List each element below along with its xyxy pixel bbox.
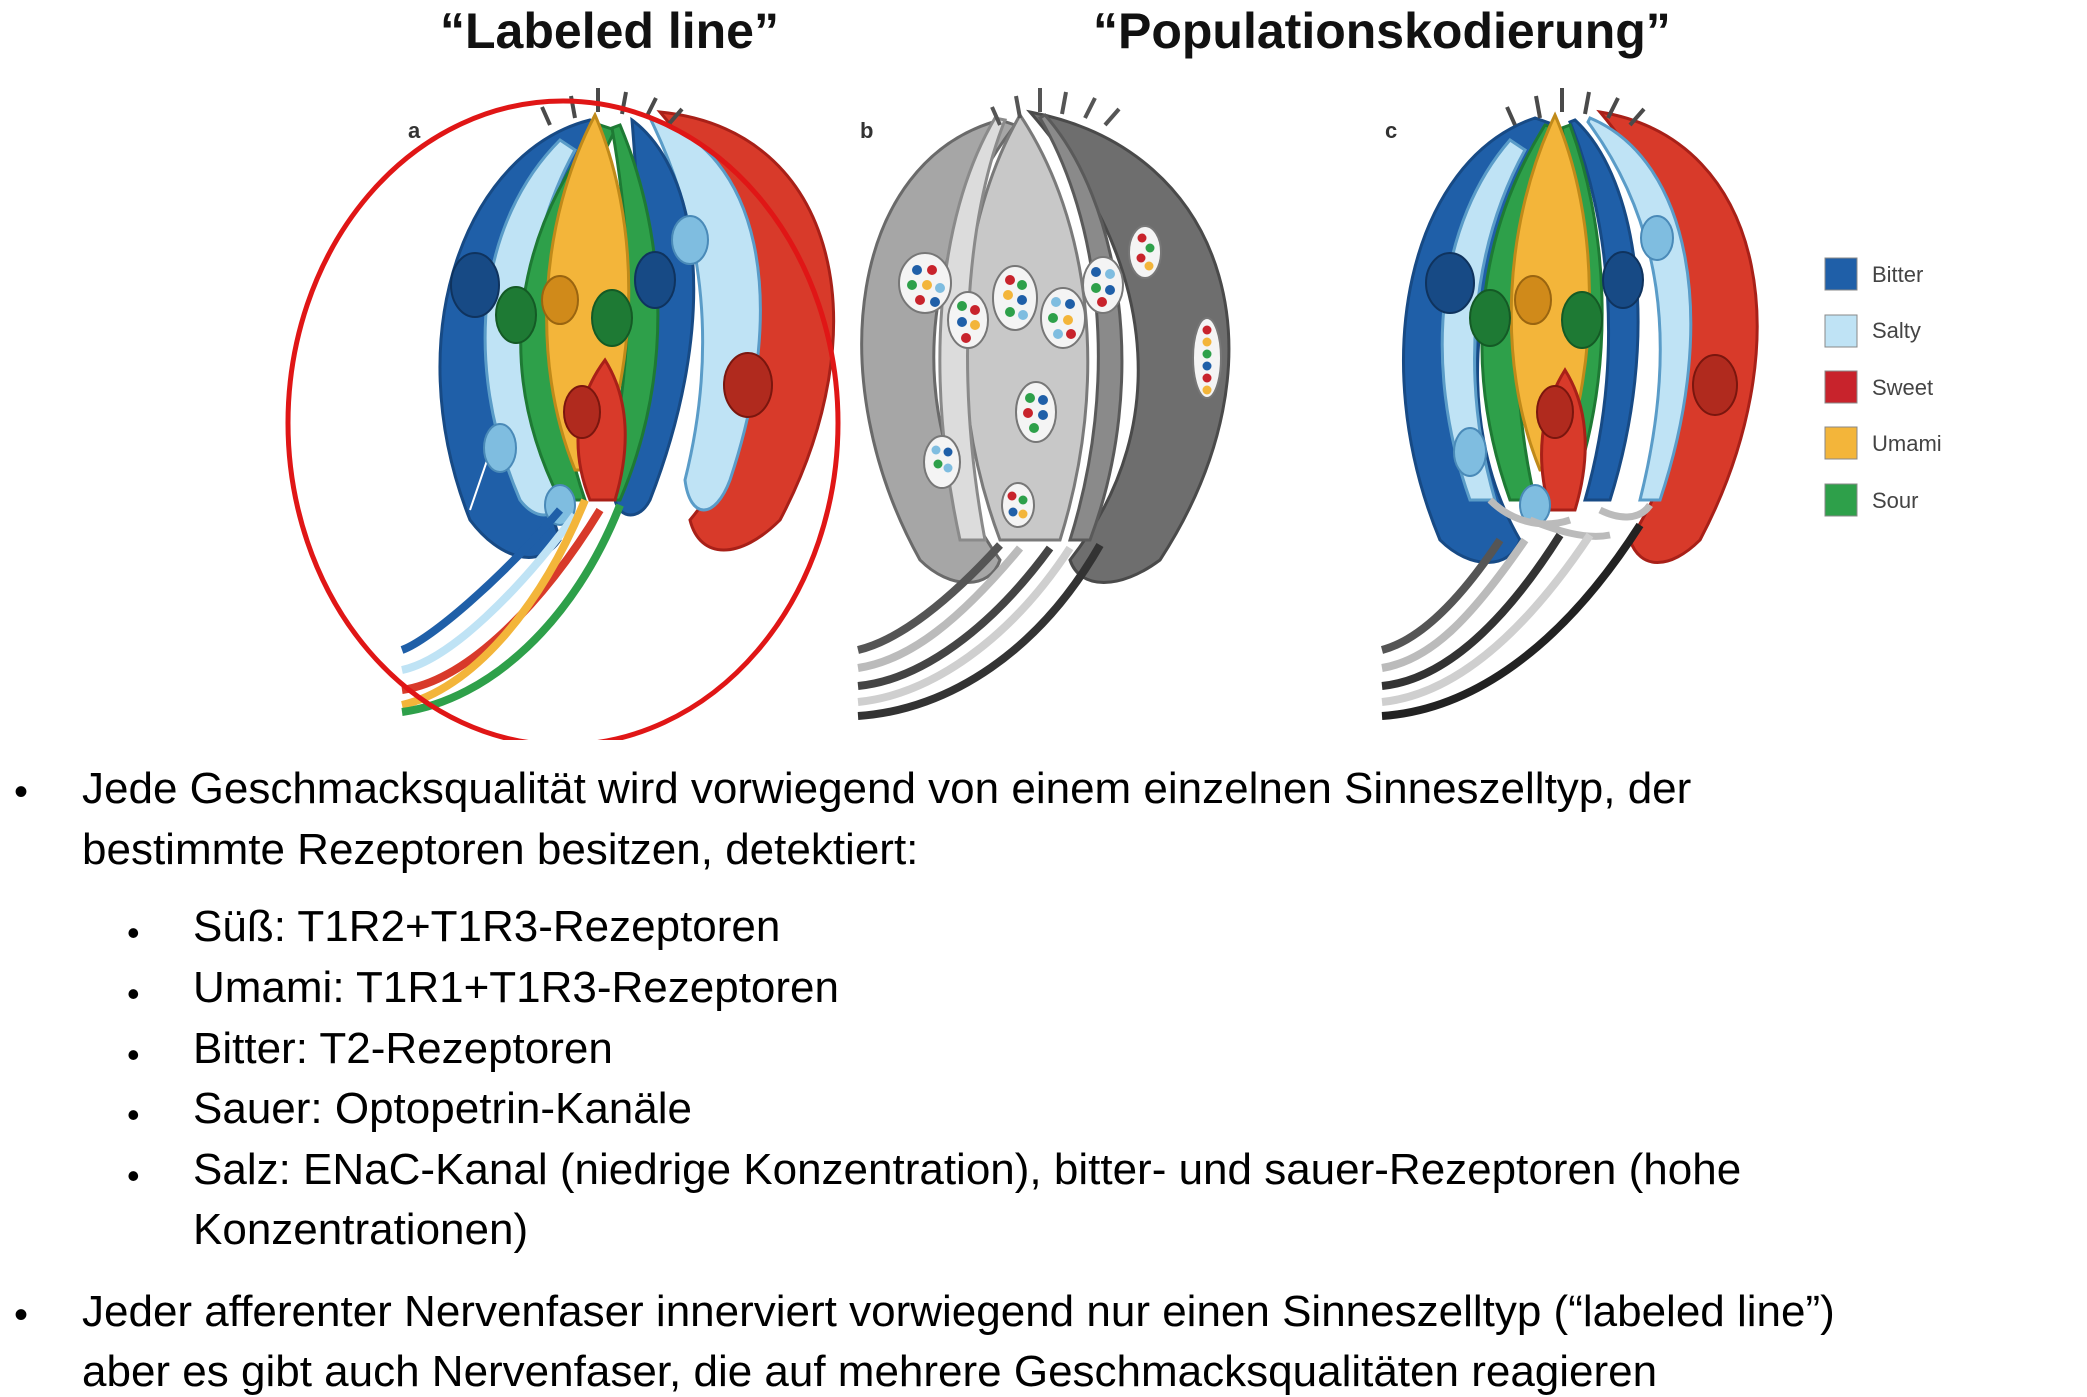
nucleus (563, 385, 601, 439)
bullet-marker: • (127, 912, 140, 953)
nucleus (495, 286, 537, 344)
taste-bud-diagram: a b (285, 88, 1942, 740)
legend-label-sweet: Sweet (1872, 375, 1933, 400)
multi-receptor-nucleus (992, 265, 1038, 331)
panel-b-letter: b (860, 118, 873, 143)
grey-cell-light (938, 116, 1008, 542)
sub-bullet-salt: Salz: ENaC-Kanal (niedrige Konzentration… (193, 1145, 1742, 1194)
title-population-coding: “Populationskodierung” (1093, 3, 1671, 59)
nerve-fiber-bitter (400, 507, 564, 654)
nucleus (723, 352, 773, 418)
sub-bullet-bitter: Bitter: T2-Rezeptoren (193, 1024, 613, 1073)
nucleus (634, 251, 676, 309)
bullet-marker: • (127, 1155, 140, 1196)
legend-label-sour: Sour (1872, 488, 1918, 513)
multi-receptor-nucleus (1192, 317, 1222, 399)
nucleus (671, 215, 709, 265)
legend-swatch-salty (1824, 314, 1858, 348)
nucleus (1536, 385, 1574, 439)
nerve-fiber (857, 542, 1003, 654)
main-bullet-2-line-1: Jeder afferenter Nervenfaser innerviert … (82, 1287, 1835, 1336)
nucleus (1640, 215, 1674, 261)
multi-receptor-nucleus (923, 435, 961, 489)
legend-swatch-umami (1824, 426, 1858, 460)
microvilli (990, 88, 1121, 127)
nerve-fiber (857, 545, 1054, 690)
sub-bullet-salt-continued: Konzentrationen) (193, 1205, 529, 1254)
main-bullet-2-line-2: aber es gibt auch Nervenfaser, die auf m… (82, 1347, 1658, 1396)
salty-cell-right (1586, 116, 1693, 502)
bullet-marker: • (14, 1293, 29, 1337)
nucleus (541, 275, 579, 325)
nerve-fiber (1381, 522, 1644, 720)
multi-receptor-nucleus (1040, 287, 1086, 349)
legend-item-sweet: Sweet (1824, 370, 1933, 404)
multi-receptor-nucleus (1128, 225, 1162, 279)
main-bullet-1-line-2: bestimmte Rezeptoren besitzen, detektier… (82, 825, 919, 874)
grey-cell-right (1026, 109, 1231, 584)
nucleus (1602, 251, 1644, 309)
legend-item-salty: Salty (1824, 314, 1921, 348)
nerve-fiber-sour (401, 503, 624, 716)
panel-a-taste-bud: a (400, 88, 836, 716)
nucleus (1469, 289, 1511, 347)
legend-swatch-sweet (1824, 370, 1858, 404)
nerve-fiber (857, 545, 1024, 672)
multi-receptor-nucleus (1015, 381, 1057, 443)
nerve-fiber (857, 545, 1074, 706)
nerve-fiber (1381, 532, 1564, 690)
multi-receptor-nucleus (898, 252, 952, 314)
multi-receptor-nucleus (1082, 256, 1124, 314)
nerve-fiber (1380, 537, 1504, 654)
legend-label-bitter: Bitter (1872, 262, 1923, 287)
sub-bullet-umami: Umami: T1R1+T1R3-Rezeptoren (193, 963, 839, 1012)
bitter-cell-mid (1568, 118, 1640, 502)
legend-item-bitter: Bitter (1824, 257, 1923, 291)
multi-receptor-nucleus (947, 291, 989, 349)
labeled-line-highlight-ellipse (285, 98, 841, 740)
nucleus (1425, 252, 1475, 314)
nerve-fiber-salty (401, 512, 579, 674)
microvilli (540, 88, 684, 127)
nucleus (1514, 275, 1552, 325)
bullet-marker: • (127, 1034, 140, 1075)
nerve-fiber-umami (401, 498, 589, 709)
legend-item-sour: Sour (1824, 483, 1918, 517)
branching-fiber (1487, 497, 1653, 540)
sub-bullet-sour: Sauer: Optopetrin-Kanäle (193, 1084, 692, 1133)
salty-cell-right (647, 115, 762, 512)
nucleus (1453, 427, 1487, 477)
nucleus (450, 252, 500, 318)
bullet-marker: • (127, 1094, 140, 1135)
grey-cell-mid (1037, 113, 1124, 542)
panel-b-taste-bud: b (857, 88, 1231, 720)
bullet-marker: • (127, 973, 140, 1014)
panel-c-taste-bud: c (1380, 88, 1759, 720)
panel-c-letter: c (1385, 118, 1397, 143)
panel-a-letter: a (408, 118, 421, 143)
nucleus (483, 423, 517, 473)
nerve-fiber (1381, 532, 1594, 706)
legend-swatch-sour (1824, 483, 1858, 517)
multi-receptor-nucleus (1001, 482, 1035, 528)
nucleus (591, 289, 633, 347)
nucleus (1692, 354, 1738, 416)
legend: Bitter Salty Sweet Umami Sour (1824, 257, 1942, 517)
nucleus (1561, 291, 1603, 349)
legend-label-umami: Umami (1872, 431, 1942, 456)
main-bullet-1-line-1: Jede Geschmacksqualität wird vorwiegend … (82, 764, 1692, 813)
nerve-fiber (1381, 537, 1529, 672)
legend-item-umami: Umami (1824, 426, 1942, 460)
legend-label-salty: Salty (1872, 318, 1921, 343)
nerve-fiber (857, 543, 1104, 720)
sub-bullet-sweet: Süß: T1R2+T1R3-Rezeptoren (193, 902, 781, 951)
legend-swatch-bitter (1824, 257, 1858, 291)
title-labeled-line: “Labeled line” (440, 3, 779, 59)
bullet-marker: • (14, 770, 29, 814)
microvilli (1505, 88, 1646, 127)
